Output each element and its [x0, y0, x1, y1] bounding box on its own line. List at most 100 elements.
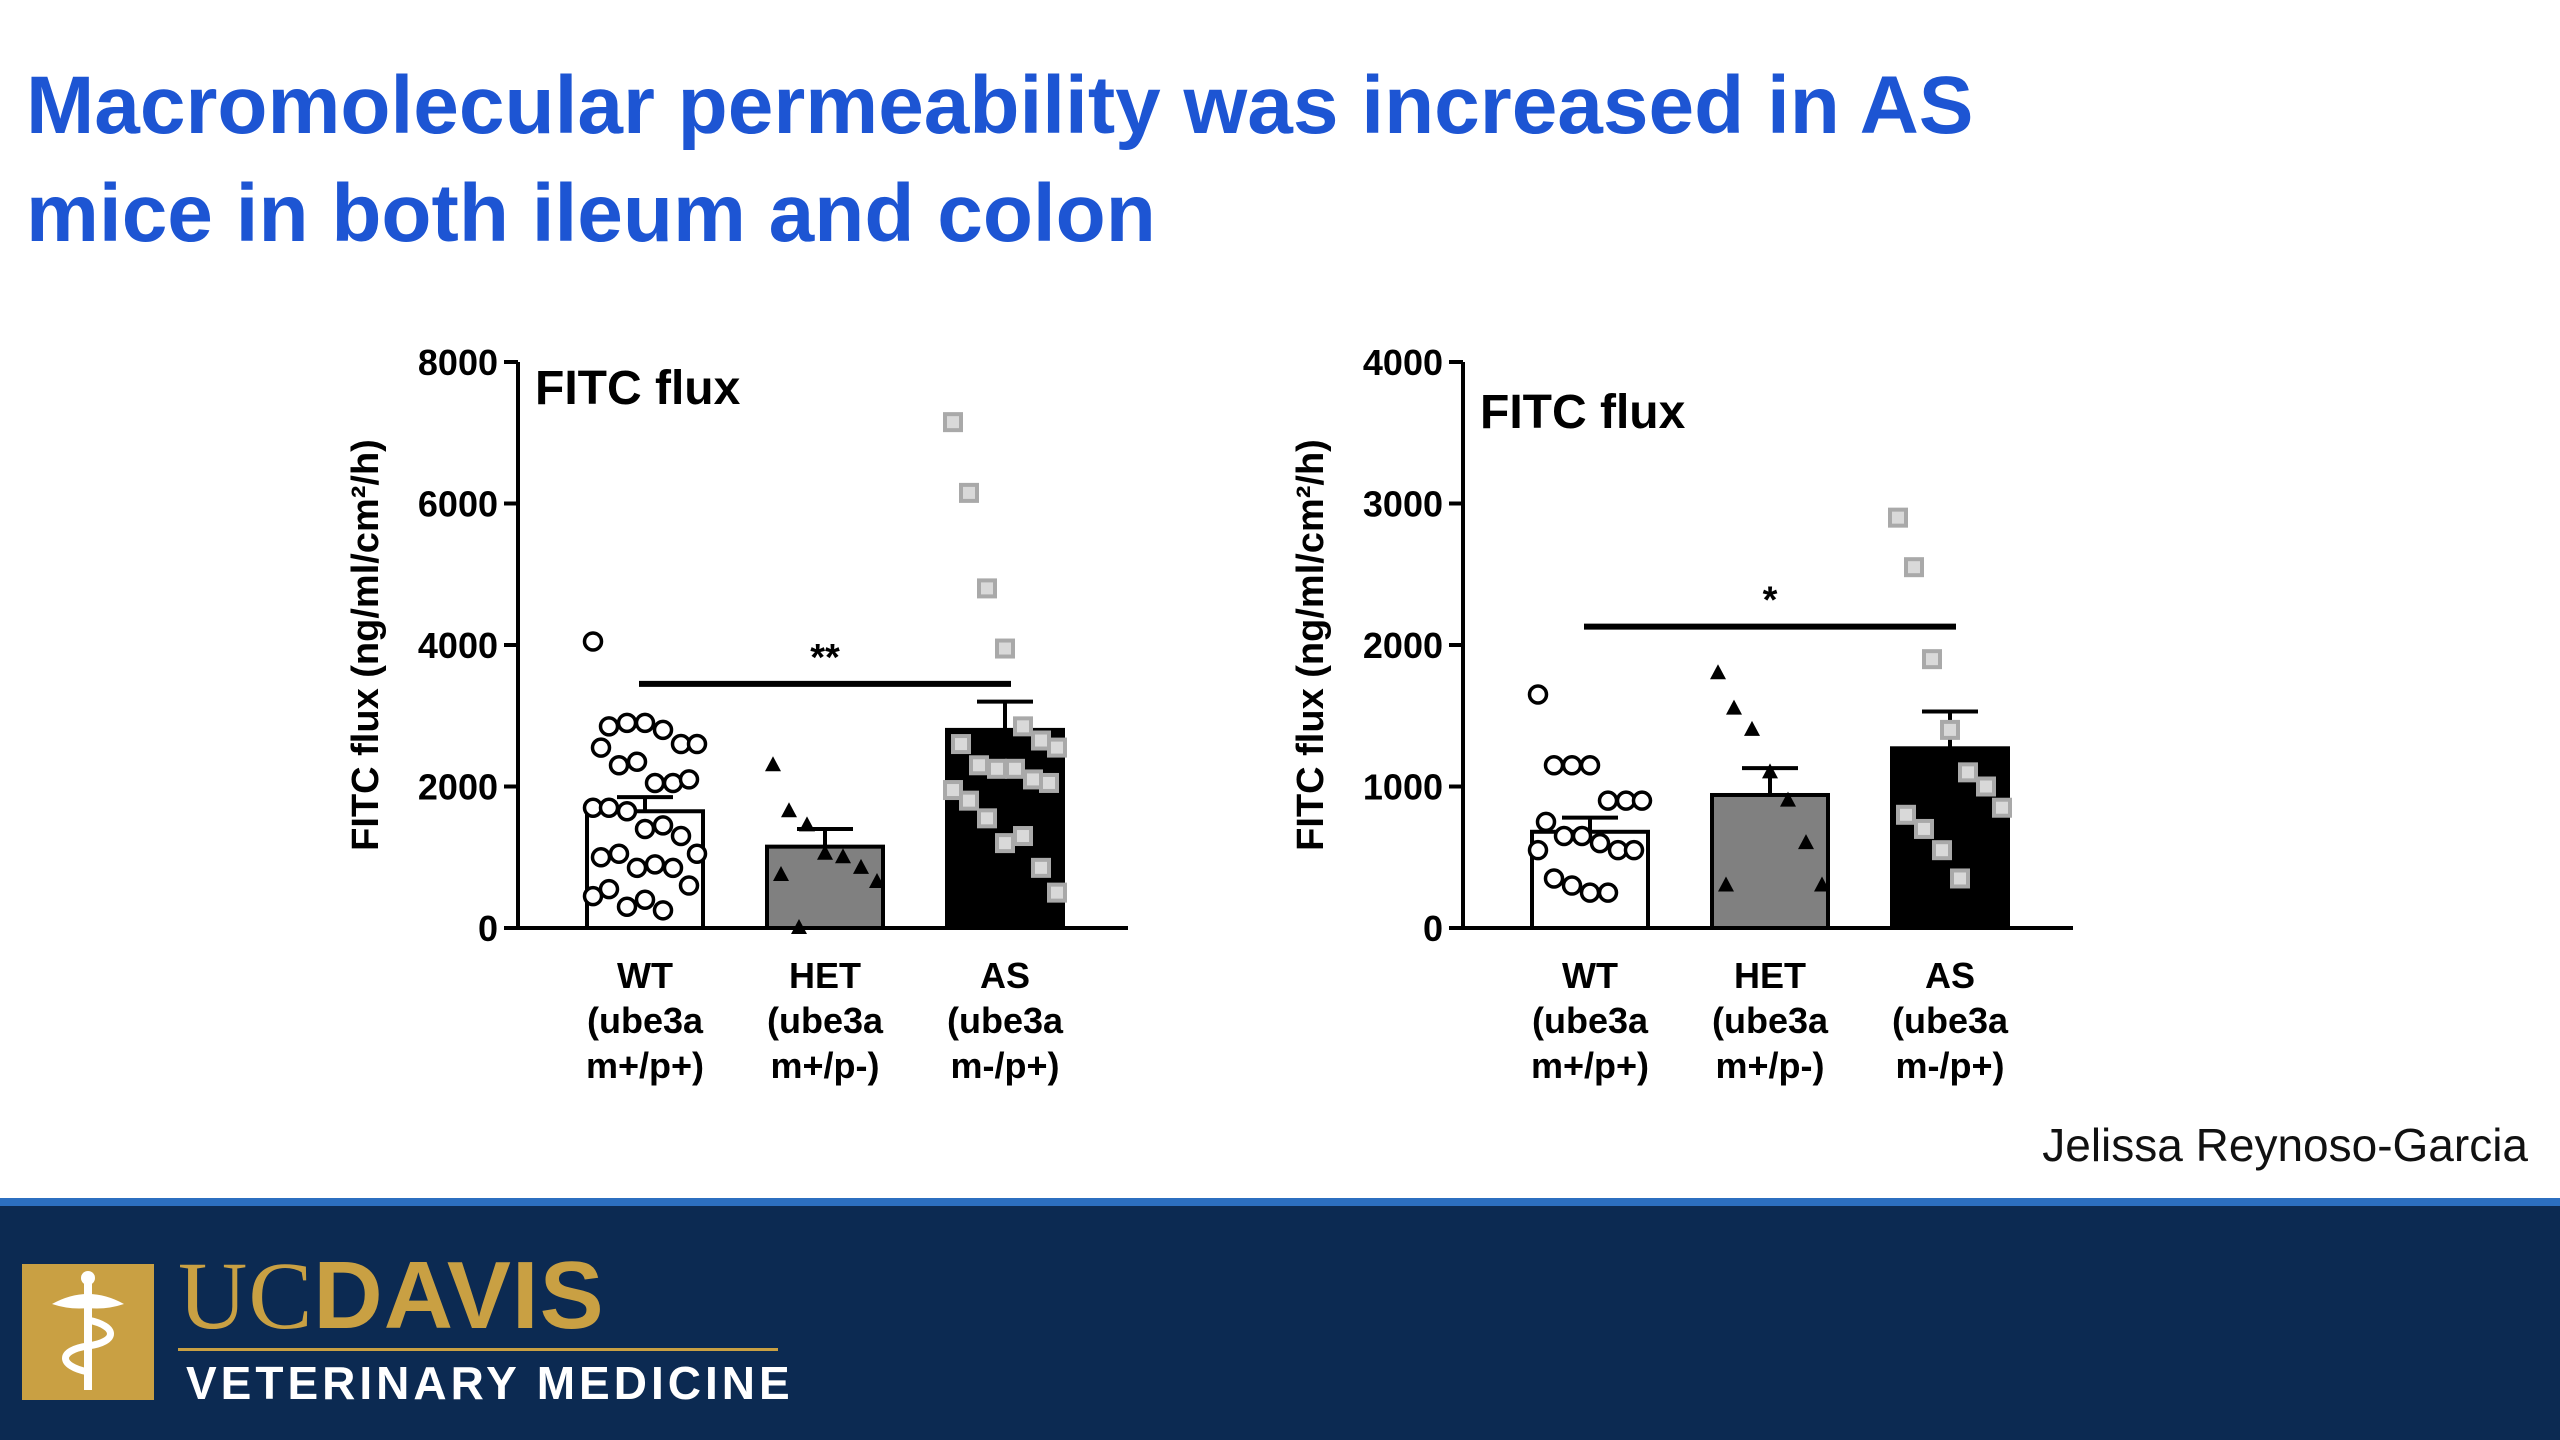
- panel1-category-label: (ube3a: [947, 1000, 1064, 1041]
- panel1-panel-label: FITC flux: [535, 362, 741, 415]
- panel1-category-label: HET: [789, 955, 861, 996]
- panel2-data-point: [1922, 649, 1942, 670]
- panel2-data-point: [1579, 882, 1601, 903]
- panel1-category-label: m+/p+): [586, 1045, 704, 1086]
- panel1-data-point: [686, 733, 708, 755]
- panel1-data-point: [791, 919, 807, 934]
- panel1-data-point: [598, 797, 620, 818]
- panel1-data-point: [582, 631, 604, 652]
- panel1-category-label: (ube3a: [767, 1000, 884, 1041]
- panel2-data-point: [1726, 699, 1742, 715]
- logo-davis-text: DAVIS: [313, 1242, 605, 1349]
- panel2-data-point: [1950, 868, 1970, 889]
- panel2-y-tick-label: 4000: [1363, 342, 1443, 383]
- panel2-data-point: [1718, 876, 1734, 892]
- author-credit: Jelissa Reynoso-Garcia: [2042, 1119, 2528, 1171]
- panel1-data-point: [652, 815, 674, 836]
- panel1-data-point: [853, 858, 869, 874]
- panel1-data-point: [1013, 826, 1033, 847]
- panel1-y-tick-label: 6000: [418, 484, 498, 525]
- panel2-category-label: m+/p-): [1715, 1045, 1824, 1086]
- panel1-data-point: [662, 772, 684, 794]
- panel1-data-point: [959, 790, 979, 811]
- panel2-y-tick-label: 0: [1423, 908, 1443, 949]
- panel1-data-point: [590, 737, 612, 758]
- panel1-data-point: [995, 638, 1015, 659]
- panel2-category-label: (ube3a: [1532, 1000, 1649, 1041]
- panel1-y-tick-label: 2000: [418, 767, 498, 808]
- panel2-data-point: [1535, 811, 1557, 833]
- panel1-data-point: [662, 857, 684, 879]
- panel1-significance-label: **: [810, 637, 840, 679]
- logo-emblem: [22, 1264, 154, 1400]
- panel2-y-axis-title: FITC flux (ng/ml/cm²/h): [1290, 439, 1332, 851]
- slide-title: Macromolecular permeability was increase…: [26, 52, 2326, 268]
- panel2-data-point: [1814, 876, 1830, 892]
- panel1-data-point: [608, 755, 630, 776]
- panel2-data-point: [1914, 818, 1934, 839]
- panel1-data-point: [644, 772, 666, 794]
- panel2-data-point: [1561, 875, 1583, 896]
- panel1-data-point: [626, 857, 648, 879]
- panel2-category-label: AS: [1925, 955, 1975, 996]
- panel1-data-point: [634, 712, 656, 734]
- panel1-data-point: [987, 758, 1007, 779]
- panel1-data-point: [869, 873, 885, 889]
- panel1-data-point: [678, 875, 700, 896]
- panel1-data-point: [1047, 737, 1067, 758]
- panel2-data-point: [1780, 791, 1796, 807]
- panel1-data-point: [598, 716, 620, 737]
- panel1-data-point: [835, 848, 851, 864]
- panel1-data-point: [977, 578, 997, 599]
- footer-banner: UCDAVIS VETERINARY MEDICINE: [0, 1198, 2560, 1440]
- panel2-category-label: m+/p+): [1531, 1045, 1649, 1086]
- panel2-data-point: [1631, 790, 1653, 811]
- panel2-y-tick-label: 2000: [1363, 625, 1443, 666]
- panel1-data-point: [616, 712, 638, 734]
- panel1-data-point: [1023, 769, 1043, 790]
- panel2-data-point: [1992, 797, 2012, 818]
- panel1-data-point: [634, 818, 656, 840]
- panel1-data-point: [799, 816, 815, 832]
- panel2-data-point: [1940, 719, 1960, 740]
- panel2-y-tick-label: 1000: [1363, 767, 1443, 808]
- panel1-category-label: m-/p+): [950, 1045, 1059, 1086]
- panel1-data-point: [616, 896, 638, 918]
- panel1-y-tick-label: 8000: [418, 342, 498, 383]
- panel2-data-point: [1561, 755, 1583, 776]
- slide-title-line-2: mice in both ileum and colon: [26, 168, 1156, 259]
- panel1-data-point: [1039, 772, 1059, 793]
- panel2-panel-label: FITC flux: [1480, 386, 1686, 439]
- panel2-data-point: [1543, 755, 1565, 776]
- panel1-data-point: [608, 843, 630, 864]
- panel1-data-point: [995, 833, 1015, 854]
- panel1-data-point: [943, 780, 963, 801]
- panel1-data-point: [1031, 857, 1051, 878]
- panel1-category-label: m+/p-): [770, 1045, 879, 1086]
- panel1-category-label: WT: [617, 955, 673, 996]
- panel1-data-point: [582, 885, 604, 907]
- panel2-data-point: [1744, 720, 1760, 736]
- logo-divider: [178, 1348, 778, 1351]
- panel2-data-point: [1589, 832, 1611, 854]
- panel2-bar-as: [1890, 746, 2010, 930]
- panel2-significance-label: *: [1763, 580, 1778, 622]
- panel1-data-point: [1031, 730, 1051, 751]
- panel2-data-point: [1932, 840, 1952, 861]
- panel1-y-axis-title: FITC flux (ng/ml/cm²/h): [345, 439, 387, 851]
- panel2-data-point: [1527, 684, 1549, 705]
- panel2-category-label: (ube3a: [1712, 1000, 1829, 1041]
- panel2-data-point: [1904, 557, 1924, 578]
- panel2-bar-het: [1710, 792, 1830, 930]
- panel1-data-point: [678, 769, 700, 790]
- panel1-data-point: [634, 889, 656, 910]
- caduceus-icon: [52, 1271, 124, 1390]
- panel1-data-point: [765, 756, 781, 772]
- panel1-data-point: [1013, 716, 1033, 737]
- panel2-category-label: WT: [1562, 955, 1618, 996]
- panel1-data-point: [670, 825, 692, 847]
- panel1-data-point: [1005, 758, 1025, 779]
- panel2-category-label: HET: [1734, 955, 1806, 996]
- logo-uc-text: UC: [178, 1242, 314, 1349]
